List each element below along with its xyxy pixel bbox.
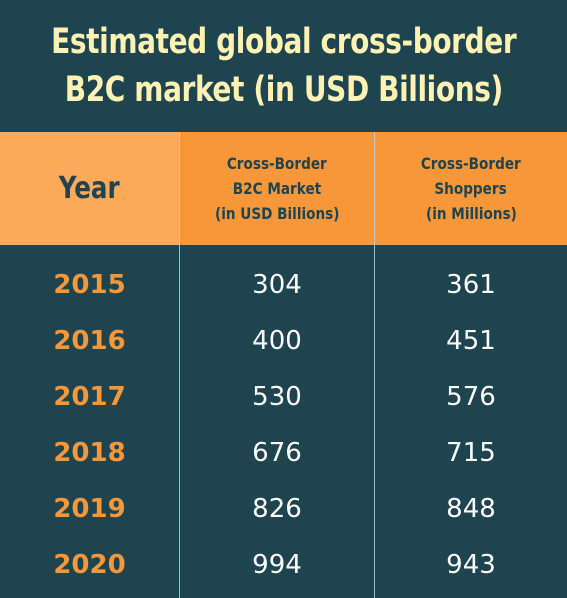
title-line-2: B2C market (in USD Billions): [64, 70, 503, 110]
shoppers-cell: 848: [446, 494, 496, 524]
table-row: 2017 530 576: [0, 369, 567, 425]
header-year-label: Year: [59, 171, 120, 206]
header-year: Year: [0, 132, 179, 245]
header-market-line-2: B2C Market: [232, 179, 322, 198]
header-market-line-1: Cross-Border: [227, 154, 327, 173]
table-row: 2019 826 848: [0, 481, 567, 537]
header-shoppers-line-3: (in Millions): [425, 204, 517, 223]
shoppers-cell: 576: [446, 382, 496, 412]
table-row: 2018 676 715: [0, 425, 567, 481]
header-market: Cross-Border B2C Market (in USD Billions…: [180, 132, 374, 245]
shoppers-cell: 943: [446, 550, 496, 580]
year-cell: 2018: [53, 438, 126, 468]
market-cell: 676: [252, 438, 302, 468]
table-body: 2015 304 361 2016 400 451 2017 530 576 2…: [0, 245, 567, 598]
year-cell: 2019: [53, 494, 126, 524]
header-shoppers-line-1: Cross-Border: [421, 154, 521, 173]
year-cell: 2017: [53, 382, 126, 412]
year-cell: 2015: [53, 270, 126, 300]
column-divider-2: [374, 132, 375, 598]
table-row: 2015 304 361: [0, 257, 567, 313]
market-cell: 994: [252, 550, 302, 580]
column-divider-1: [179, 132, 180, 598]
shoppers-cell: 715: [446, 438, 496, 468]
market-cell: 826: [252, 494, 302, 524]
table-header: Year Cross-Border B2C Market (in USD Bil…: [0, 132, 567, 245]
header-market-line-3: (in USD Billions): [214, 204, 340, 223]
table-row: 2016 400 451: [0, 313, 567, 369]
header-shoppers: Cross-Border Shoppers (in Millions): [375, 132, 567, 245]
shoppers-cell: 451: [446, 326, 496, 356]
market-cell: 400: [252, 326, 302, 356]
year-cell: 2020: [53, 550, 126, 580]
table-row: 2020 994 943: [0, 537, 567, 593]
header-shoppers-line-2: Shoppers: [434, 179, 508, 198]
chart-title: Estimated global cross-border B2C market…: [0, 0, 567, 132]
year-cell: 2016: [53, 326, 126, 356]
market-cell: 530: [252, 382, 302, 412]
market-cell: 304: [252, 270, 302, 300]
title-line-1: Estimated global cross-border: [50, 22, 517, 62]
shoppers-cell: 361: [446, 270, 496, 300]
